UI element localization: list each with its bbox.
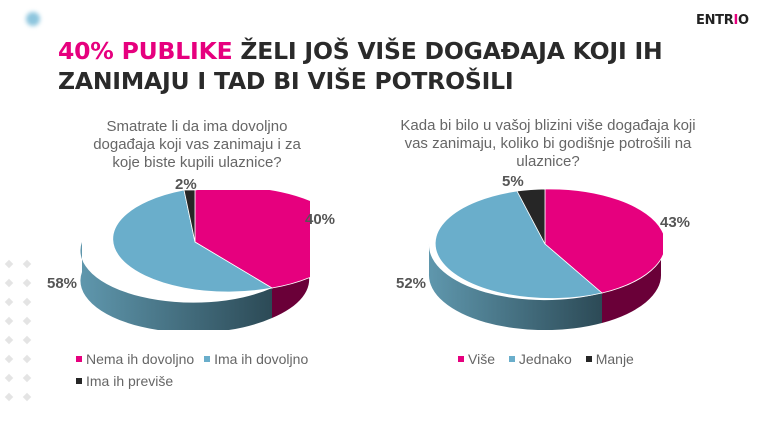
chart-2-slice-jednako [434, 190, 603, 299]
legend-label: Nema ih dovoljno [86, 351, 195, 367]
chart-1-label-ima: 58% [47, 275, 78, 292]
title-rest: ŽELI JOŠ VIŠE DOGAĐAJA KOJI IH ZANIMAJU … [58, 37, 663, 95]
legend-label: Više [468, 351, 495, 367]
legend-swatch-blue [204, 356, 211, 362]
legend-swatch-blue [508, 356, 515, 362]
chart-1-slice-ima [112, 190, 274, 293]
chart-2-label-jednako: 52% [396, 275, 427, 292]
logo-text: ENTR [696, 13, 734, 28]
chart-2-slice-vise [544, 188, 663, 294]
decorative-dot [26, 12, 40, 26]
legend-item-jednako: Jednako [508, 351, 572, 367]
chart-2-title: Kada bi bilo u vašoj blizini više događa… [400, 117, 696, 170]
chart-1-pie [80, 190, 310, 330]
legend-item-vise: Više [458, 351, 495, 367]
chart-1-label-previse: 2% [175, 176, 197, 193]
legend-label: Ima ih dovoljno [214, 351, 309, 367]
logo-accent: I [733, 13, 738, 28]
legend-label: Ima ih previše [86, 373, 174, 389]
legend-swatch-magenta [76, 356, 82, 362]
page-title: 40% PUBLIKE ŽELI JOŠ VIŠE DOGAĐAJA KOJI … [58, 36, 698, 96]
chart-1-legend: Nema ih dovoljno Ima ih dovoljno Ima ih … [76, 349, 326, 389]
chart-1-title: Smatrate li da ima dovoljno događaja koj… [93, 118, 301, 171]
legend-item-previse: Ima ih previše [76, 373, 173, 389]
chart-2-label-manje: 5% [502, 173, 524, 190]
chart-1-slice-previse [183, 190, 196, 243]
legend-item-manje: Manje [585, 351, 634, 367]
legend-label: Manje [595, 351, 634, 367]
chart-2-pie [428, 188, 663, 330]
legend-swatch-magenta [458, 356, 464, 362]
chart-1-label-nema: 40% [305, 211, 336, 228]
title-highlight: 40% PUBLIKE [58, 37, 233, 65]
chart-2-side-magenta [602, 244, 662, 323]
chart-1-side-blue [80, 242, 272, 330]
legend-item-nema: Nema ih dovoljno [76, 351, 194, 367]
chart-2-side-blue [428, 244, 602, 330]
legend-item-ima: Ima ih dovoljno [204, 351, 308, 367]
entrio-logo: ENTRIO [696, 13, 749, 28]
logo-text-end: O [738, 13, 749, 28]
chart-2-label-vise: 43% [660, 214, 691, 231]
legend-swatch-black [585, 356, 592, 362]
chart-1-slice-nema [194, 190, 310, 289]
chart-2-legend: Više Jednako Manje [458, 349, 640, 367]
chart-2-slice-manje [516, 188, 546, 245]
legend-label: Jednako [518, 351, 572, 367]
legend-swatch-black [76, 378, 82, 384]
